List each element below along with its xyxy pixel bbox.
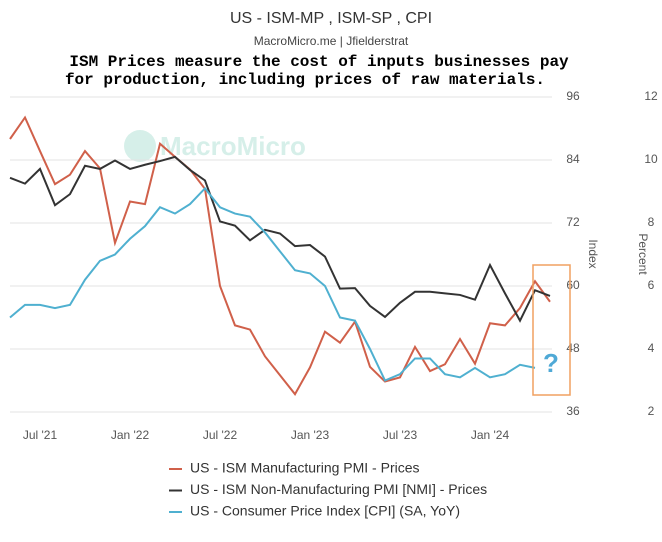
series-line <box>9 186 536 382</box>
y-tick-label: 72 <box>566 215 580 229</box>
x-tick-label: Jan '24 <box>471 428 510 442</box>
watermark: MacroMicro <box>160 131 306 161</box>
series-line <box>9 155 551 323</box>
chart-title: US - ISM-MP , ISM-SP , CPI <box>230 10 432 27</box>
y2-tick-label: 12 <box>644 89 658 103</box>
y2-tick-label: 10 <box>644 152 658 166</box>
legend-label: US - Consumer Price Index [CPI] (SA, YoY… <box>190 503 460 519</box>
watermark-logo <box>124 130 156 162</box>
annotation: ISM Prices measure the cost of inputs bu… <box>69 53 569 71</box>
x-tick-label: Jan '23 <box>291 428 330 442</box>
y-axis-label: Index <box>586 239 600 268</box>
annotation-bg <box>50 52 590 90</box>
y-tick-label: 60 <box>566 278 580 292</box>
y2-tick-label: 2 <box>648 404 655 418</box>
y-tick-label: 36 <box>566 404 580 418</box>
x-tick-label: Jul '23 <box>383 428 418 442</box>
x-tick-label: Jul '21 <box>23 428 58 442</box>
y2-tick-label: 8 <box>648 215 655 229</box>
legend-label: US - ISM Manufacturing PMI - Prices <box>190 460 420 476</box>
plot: 36 48 60 72 84 96 2 4 6 8 10 12 Jul '21 Jan '22 Jul '2… <box>9 89 658 442</box>
annotation: for production, including prices of raw … <box>65 71 545 89</box>
y-tick-label: 48 <box>566 341 580 355</box>
chart-subtitle: MacroMicro.me | Jfielderstrat <box>254 34 409 48</box>
y2-tick-label: 6 <box>648 278 655 292</box>
highlight-box <box>532 264 571 396</box>
y2-axis-label: Percent <box>636 233 650 275</box>
question-mark: ? <box>543 348 559 378</box>
y-tick-label: 84 <box>566 152 580 166</box>
y2-tick-label: 4 <box>648 341 655 355</box>
legend-label: US - ISM Non-Manufacturing PMI [NMI] - P… <box>190 481 487 497</box>
x-tick-label: Jul '22 <box>203 428 238 442</box>
x-tick-label: Jan '22 <box>111 428 150 442</box>
y-tick-label: 96 <box>566 89 580 103</box>
